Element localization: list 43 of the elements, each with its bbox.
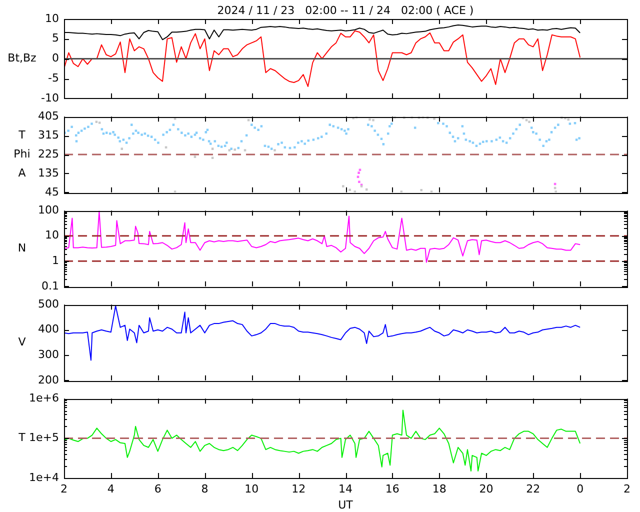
x-tick-label: 10 xyxy=(244,482,259,496)
x-tick-label: 16 xyxy=(385,482,400,496)
y-axis-title: V xyxy=(18,335,26,348)
y-tick-label: 1e+5 xyxy=(29,431,59,444)
x-axis-title: UT xyxy=(338,498,354,512)
y-axis-title: Bt,Bz xyxy=(8,52,37,65)
y-tick-label: 200 xyxy=(38,373,59,386)
y-tick-label: 300 xyxy=(38,348,59,361)
y-axis-title: N xyxy=(18,241,26,254)
x-tick-label: 20 xyxy=(479,482,494,496)
y-tick-label: 135 xyxy=(38,166,59,180)
y-axis-title: Phi xyxy=(14,147,30,160)
x-tick-label: 2 xyxy=(624,482,630,496)
y-axis-title: T xyxy=(18,431,26,444)
y-tick-label: 315 xyxy=(38,128,59,142)
y-tick-label: 5 xyxy=(52,32,59,45)
y-tick-label: 400 xyxy=(38,322,59,336)
chart-title: 2024 / 11 / 23 02:00 -- 11 / 24 02:00 ( ACE ) xyxy=(217,4,474,17)
y-tick-label: -10 xyxy=(41,91,59,104)
text: T xyxy=(18,128,26,142)
x-tick-label: 0 xyxy=(576,482,584,496)
y-tick-label: 45 xyxy=(45,185,59,198)
y-tick-label: 500 xyxy=(38,297,59,310)
y-tick-label: 405 xyxy=(38,109,59,122)
x-tick-label: 2 xyxy=(60,482,68,496)
y-tick-label: 1e+6 xyxy=(29,391,59,404)
y-tick-label: 1e+4 xyxy=(29,470,59,484)
text: A xyxy=(18,166,26,180)
x-tick-label: 18 xyxy=(432,482,446,496)
x-tick-label: 14 xyxy=(338,482,352,496)
y-tick-label: 0.1 xyxy=(42,279,59,292)
y-tick-label: 0 xyxy=(52,52,59,65)
x-tick-label: 22 xyxy=(526,482,540,496)
y-tick-label: 10 xyxy=(45,12,59,25)
x-tick-label: 12 xyxy=(292,482,306,496)
y-tick-label: 225 xyxy=(38,147,59,160)
x-tick-label: 8 xyxy=(201,482,208,496)
y-tick-label: 10 xyxy=(45,228,59,242)
x-tick-label: 4 xyxy=(107,482,114,496)
y-tick-label: 1 xyxy=(52,254,59,267)
x-tick-label: 6 xyxy=(154,482,162,496)
y-tick-label: -5 xyxy=(48,71,59,84)
y-tick-label: 100 xyxy=(38,203,59,216)
